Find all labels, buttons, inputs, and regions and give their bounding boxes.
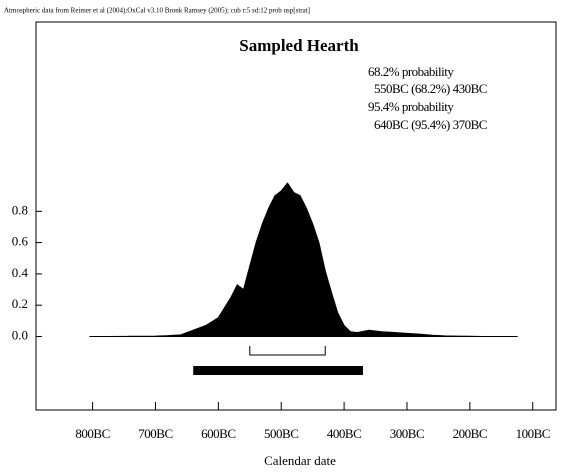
x-tick-label: 600BC [201, 426, 235, 441]
y-tick-label: 0.6 [12, 234, 29, 249]
x-tick-label: 700BC [138, 426, 172, 441]
y-tick-label: 0.4 [12, 265, 29, 280]
annotation: 95.4% probability [368, 99, 454, 114]
annotation: 640BC (95.4%) 370BC [374, 117, 487, 132]
range-bar [193, 366, 363, 375]
x-tick-label: 400BC [327, 426, 361, 441]
range-bracket [249, 346, 326, 356]
x-tick-label: 500BC [264, 426, 298, 441]
x-axis-label: Calendar date [264, 453, 336, 468]
chart-title: Sampled Hearth [239, 36, 359, 55]
header: Atmospheric data from Reimer et al (2004… [4, 7, 310, 15]
y-tick-label: 0.0 [12, 327, 28, 342]
x-tick-label: 800BC [75, 426, 109, 441]
plot-frame [35, 21, 557, 411]
x-tick-label: 200BC [453, 426, 487, 441]
x-tick-label: 300BC [390, 426, 424, 441]
x-tick-label: 100BC [516, 426, 550, 441]
y-tick-label: 0.2 [12, 296, 28, 311]
distribution-area [89, 182, 518, 337]
annotation: 68.2% probability [368, 64, 454, 79]
y-tick-label: 0.8 [12, 202, 28, 217]
annotation: 550BC (68.2%) 430BC [374, 81, 487, 96]
